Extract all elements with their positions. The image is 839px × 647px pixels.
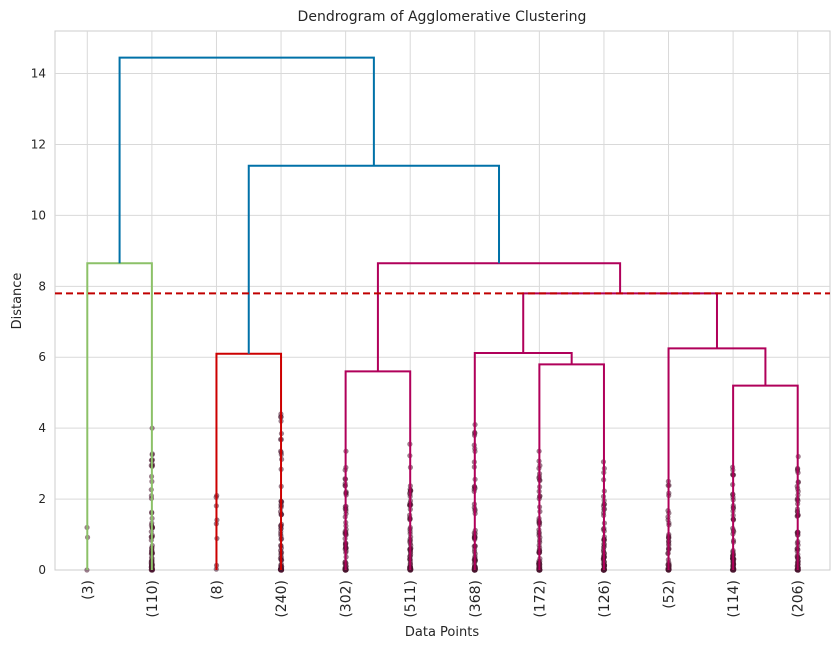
y-tick-label: 0 bbox=[38, 563, 46, 577]
y-tick-label: 14 bbox=[31, 67, 46, 81]
x-tick-label: (3) bbox=[80, 580, 96, 600]
x-tick-label: (126) bbox=[597, 580, 613, 618]
y-axis-label: Distance bbox=[10, 273, 25, 330]
y-tick-label: 2 bbox=[38, 492, 46, 506]
x-tick-label: (172) bbox=[532, 580, 548, 618]
x-tick-label: (206) bbox=[791, 580, 807, 618]
x-tick-label: (302) bbox=[339, 580, 355, 618]
chart-title: Dendrogram of Agglomerative Clustering bbox=[298, 9, 587, 25]
y-tick-label: 4 bbox=[38, 421, 46, 435]
x-axis-label: Data Points bbox=[405, 625, 479, 640]
x-tick-label: (114) bbox=[726, 580, 742, 618]
dendrogram-link bbox=[473, 351, 573, 570]
x-tick-label: (511) bbox=[403, 580, 419, 618]
y-tick-label: 10 bbox=[31, 208, 46, 222]
x-tick-labels: (3) (110) (8) (240) (302) (511) (368) (172) (126… bbox=[80, 580, 806, 618]
y-tick-label: 12 bbox=[31, 137, 46, 151]
x-tick-label: (110) bbox=[145, 580, 161, 618]
y-tick-labels: 0 2 4 6 8 10 12 14 bbox=[31, 67, 46, 577]
y-tick-label: 8 bbox=[38, 279, 46, 293]
y-tick-label: 6 bbox=[38, 350, 46, 364]
plot-area bbox=[54, 30, 831, 571]
dendrogram-link bbox=[118, 56, 375, 264]
dendrogram-links bbox=[86, 56, 799, 570]
dendrogram-link bbox=[538, 363, 605, 570]
dendrogram-link bbox=[667, 347, 767, 570]
dendrogram-link bbox=[215, 352, 283, 570]
x-tick-label: (240) bbox=[274, 580, 290, 618]
x-tick-label: (368) bbox=[468, 580, 484, 618]
x-tick-label: (8) bbox=[209, 580, 225, 600]
x-tick-label: (52) bbox=[662, 580, 678, 609]
